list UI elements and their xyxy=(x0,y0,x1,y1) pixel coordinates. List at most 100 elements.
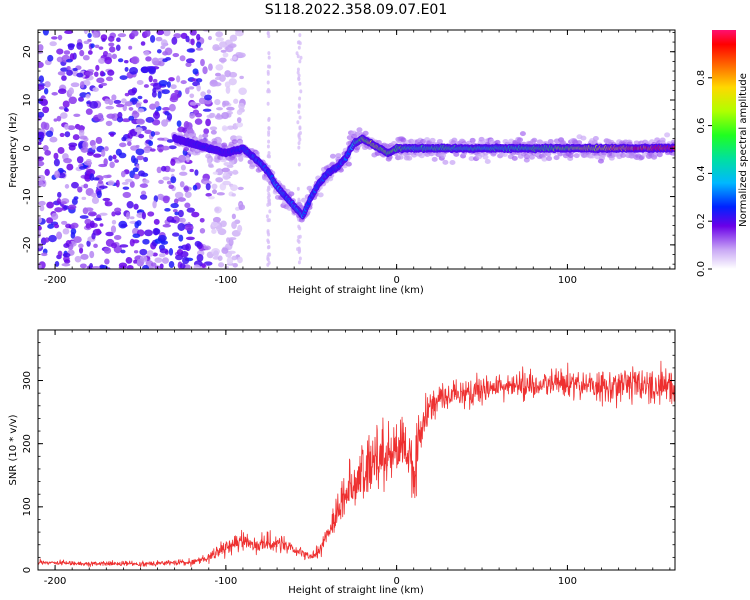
heatmap-cell xyxy=(148,140,154,147)
heatmap-cell xyxy=(51,36,58,40)
heatmap-cell xyxy=(184,202,191,208)
heatmap-cell xyxy=(63,107,68,112)
heatmap-cell xyxy=(119,244,129,248)
x-tick-label: -100 xyxy=(215,275,238,286)
heatmap-cell xyxy=(208,63,213,71)
heatmap-cell xyxy=(94,217,103,221)
heatmap-cell xyxy=(108,99,114,106)
heatmap-cell xyxy=(57,71,66,76)
heatmap-cell xyxy=(418,153,425,159)
heatmap-cell xyxy=(102,197,111,202)
snr-plot-area xyxy=(38,330,675,570)
heatmap-cell xyxy=(205,118,211,127)
heatmap-cell xyxy=(215,37,224,42)
heatmap-cell xyxy=(268,252,272,257)
heatmap-cell xyxy=(46,201,54,209)
heatmap-cell xyxy=(76,125,86,131)
heatmap-cell xyxy=(104,56,113,65)
heatmap-cell xyxy=(80,253,89,260)
heatmap-cell xyxy=(85,93,91,99)
heatmap-cell xyxy=(297,145,301,150)
heatmap-cell xyxy=(133,250,139,254)
heatmap-cell xyxy=(117,33,127,38)
heatmap-cell xyxy=(174,89,180,94)
heatmap-cell xyxy=(103,158,108,166)
heatmap-cell xyxy=(214,98,221,106)
heatmap-cell xyxy=(301,197,308,203)
heatmap-cell xyxy=(523,157,530,163)
heatmap-cell xyxy=(124,66,129,72)
heatmap-cell xyxy=(38,263,42,269)
heatmap-cell xyxy=(231,221,237,229)
heatmap-cell xyxy=(53,118,58,122)
heatmap-cell xyxy=(139,183,149,188)
heatmap-cell xyxy=(95,136,103,145)
heatmap-cell xyxy=(179,181,185,188)
heatmap-cell xyxy=(161,89,170,95)
heatmap-cell xyxy=(164,208,171,212)
heatmap-cell xyxy=(98,185,108,189)
heatmap-cell xyxy=(76,72,84,78)
heatmap-cell xyxy=(196,33,201,41)
heatmap-cell xyxy=(211,221,218,226)
heatmap-cell xyxy=(266,262,270,267)
heatmap-cell xyxy=(236,117,242,123)
heatmap-cell xyxy=(231,213,236,220)
heatmap-cell xyxy=(429,137,436,143)
heatmap-cell xyxy=(182,256,190,265)
heatmap-cell xyxy=(168,248,174,256)
heatmap-cell xyxy=(185,154,190,163)
heatmap-cell xyxy=(121,181,129,185)
heatmap-cell xyxy=(519,131,526,137)
heatmap-cell xyxy=(83,160,93,166)
heatmap-cell xyxy=(63,50,71,55)
heatmap-cell xyxy=(139,248,148,256)
heatmap-cell xyxy=(53,152,59,160)
heatmap-cell xyxy=(547,139,554,145)
heatmap-cell xyxy=(120,249,126,254)
heatmap-cell xyxy=(85,223,91,229)
heatmap-cell xyxy=(195,78,203,83)
heatmap-cell xyxy=(194,112,203,118)
heatmap-cell xyxy=(296,186,300,191)
heatmap-cell xyxy=(592,136,599,142)
heatmap-cell xyxy=(449,160,456,166)
heatmap-cell xyxy=(143,50,150,56)
heatmap-cell xyxy=(109,46,116,53)
heatmap-cell xyxy=(99,264,108,269)
heatmap-cell xyxy=(58,106,65,110)
heatmap-cell xyxy=(345,161,352,167)
heatmap-cell xyxy=(129,216,135,220)
heatmap-cell xyxy=(99,223,104,227)
heatmap-cell xyxy=(67,43,76,48)
heatmap-cell xyxy=(183,185,190,193)
heatmap-cell xyxy=(83,183,89,189)
heatmap-cell xyxy=(297,110,301,115)
heatmap-cell xyxy=(38,134,44,143)
heatmap-cell xyxy=(118,152,127,159)
heatmap-cell xyxy=(160,39,168,48)
heatmap-cell xyxy=(38,174,46,181)
heatmap-cell xyxy=(71,181,79,189)
heatmap-cell xyxy=(135,103,142,108)
heatmap-cell xyxy=(237,186,244,191)
heatmap-cell xyxy=(453,151,460,157)
heatmap-cell xyxy=(157,137,165,141)
heatmap-cell xyxy=(78,243,84,249)
heatmap-cell xyxy=(79,215,89,219)
heatmap-cell xyxy=(659,137,666,143)
heatmap-cell xyxy=(266,238,270,243)
heatmap-cell xyxy=(45,130,54,138)
heatmap-cell xyxy=(164,110,170,116)
heatmap-cell xyxy=(266,64,270,69)
heatmap-cell xyxy=(158,179,164,185)
heatmap-cell xyxy=(142,147,152,153)
heatmap-cell xyxy=(180,80,187,85)
heatmap-cell xyxy=(172,208,178,213)
heatmap-cell xyxy=(114,159,119,163)
heatmap-cell xyxy=(108,42,115,47)
heatmap-cell xyxy=(67,125,76,131)
heatmap-cell xyxy=(145,116,155,123)
heatmap-cell xyxy=(82,141,89,149)
heatmap-cell xyxy=(79,165,86,170)
